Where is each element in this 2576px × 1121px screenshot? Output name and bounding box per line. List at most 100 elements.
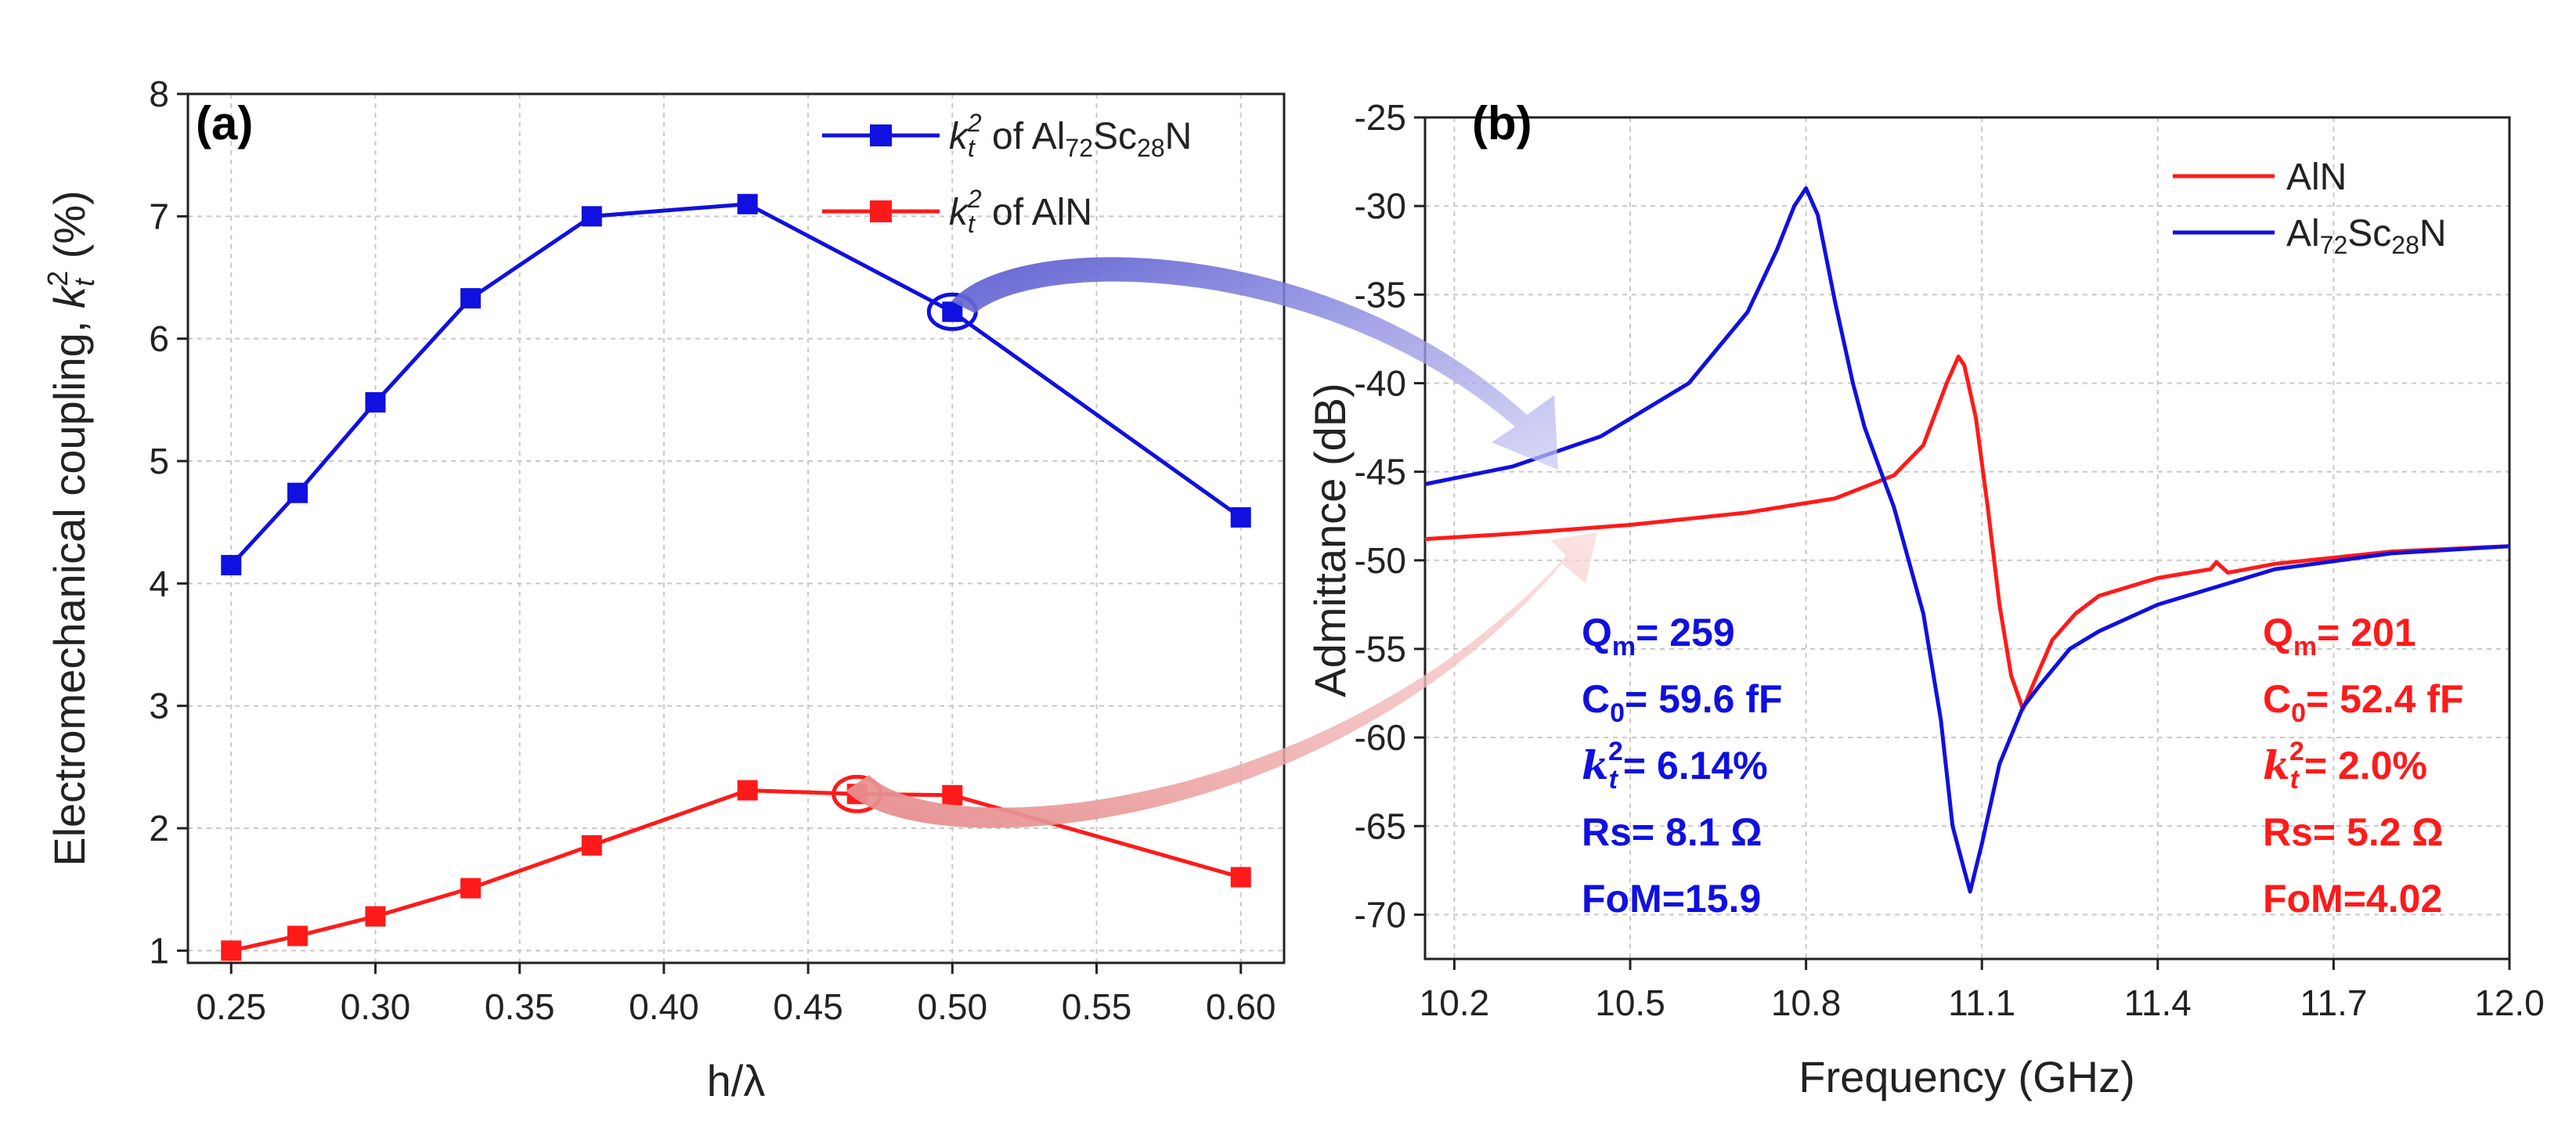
chart-b: 10.2 10.5 10.8 11.1 11.4 11.7 12.0 -25 -30 -35 -4…	[1305, 97, 2545, 1101]
anno-red-c0-val: = 52.4 fF	[2306, 677, 2464, 721]
anno-blue-c0-c: C	[1582, 677, 1610, 721]
arrow-aln-connector	[846, 532, 1597, 828]
chart-a-y-ticks: 1 2 3 4 5 6 7 8	[149, 74, 188, 971]
chart-b-ytick-label-2: -35	[1355, 274, 1406, 315]
legend-b-alscn-text: Al	[2286, 213, 2320, 254]
legend-alscn-text: of Al	[982, 116, 1066, 157]
legend-aln-sub: t	[968, 210, 976, 238]
legend-alscn-sc: Sc	[1093, 116, 1137, 157]
chart-a-legend: kt2 of Al72Sc28N kt2 of AlN	[822, 109, 1192, 238]
legend-marker-alscn	[870, 124, 892, 146]
chart-b-series-line-1	[1424, 186, 2510, 894]
chart-a-series-line-0	[229, 202, 1243, 567]
annotation-alscn: Qm= 259 C0= 59.6 fF kt2= 6.14% Rs= 8.1 Ω…	[1582, 611, 1783, 921]
chart-a-xtick-label-2: 0.35	[485, 986, 555, 1027]
legend-label-b-alscn: Al72Sc28N	[2286, 213, 2447, 259]
chart-b-ytick-label-4: -45	[1355, 452, 1406, 492]
chart-b-ytick-label-8: -65	[1355, 806, 1406, 846]
chart-a-xtick-label-7: 0.60	[1206, 986, 1276, 1027]
legend-item-alscn: kt2 of Al72Sc28N	[822, 109, 1192, 162]
anno-blue-k-sup: 2	[1608, 737, 1623, 766]
chart-b-xtick-label-3: 11.1	[1948, 982, 2015, 1023]
chart-a-y-label-sub: t	[68, 277, 100, 287]
chart-a-series-1-point-3	[460, 878, 482, 899]
anno-blue-qm-sub: m	[1612, 632, 1636, 661]
legend-b-alscn-n1: 72	[2320, 231, 2348, 259]
anno-blue-k: k	[1582, 742, 1609, 788]
chart-b-y-label: Admittance (dB)	[1305, 383, 1355, 697]
chart-a-series-1-point-0	[221, 940, 242, 961]
chart-a-series-0-point-5	[737, 193, 758, 214]
legend-b-alscn-sc: Sc	[2347, 213, 2391, 254]
chart-b-xtick-label-0: 10.2	[1420, 982, 1490, 1023]
chart-a-y-label-k: k	[45, 284, 94, 308]
legend-b-alscn-end: N	[2419, 213, 2447, 254]
anno-red-k: k	[2263, 742, 2290, 788]
chart-a-xtick-label-6: 0.55	[1062, 986, 1132, 1027]
chart-a-ytick-label-4: 5	[149, 441, 169, 481]
legend-alscn-sup: 2	[967, 109, 982, 137]
chart-b-ytick-label-0: -25	[1355, 97, 1406, 138]
chart-b-x-ticks: 10.2 10.5 10.8 11.1 11.4 11.7 12.0	[1420, 959, 2545, 1023]
chart-b-xtick-label-6: 12.0	[2474, 982, 2545, 1023]
chart-a-ytick-label-6: 7	[149, 196, 169, 236]
chart-a-series-1-point-8	[1230, 867, 1251, 888]
chart-b-ytick-label-6: -55	[1355, 629, 1406, 669]
chart-b-xtick-label-1: 10.5	[1595, 982, 1665, 1023]
connector-arrows	[846, 257, 1597, 828]
anno-red-qm-sub: m	[2293, 632, 2317, 661]
chart-a-series-1-point-7	[942, 784, 963, 806]
panel-label-b: (b)	[1472, 97, 1532, 150]
chart-a-series-0-point-1	[287, 482, 308, 503]
annotation-alscn-qm: Qm= 259	[1582, 611, 1735, 661]
chart-a-y-label-unit: (%)	[45, 190, 94, 271]
chart-b-x-label: Frequency (GHz)	[1799, 1052, 2134, 1101]
legend-alscn-n2: 28	[1137, 134, 1165, 162]
anno-blue-c0-val: = 59.6 fF	[1625, 677, 1783, 721]
chart-a-xtick-label-1: 0.30	[341, 986, 411, 1027]
legend-item-b-aln: AlN	[2173, 157, 2347, 198]
annotation-aln: Qm= 201 C0= 52.4 fF kt2= 2.0% Rs= 5.2 Ω …	[2263, 611, 2464, 921]
legend-label-b-aln: AlN	[2286, 157, 2347, 198]
chart-b-ytick-label-9: -70	[1355, 894, 1406, 935]
annotation-alscn-rs: Rs= 8.1 Ω	[1582, 810, 1762, 854]
chart-b-series-line-0	[1424, 355, 2510, 712]
chart-a-series-0-point-4	[581, 206, 602, 227]
chart-a-xtick-label-4: 0.45	[773, 986, 843, 1027]
chart-b-xtick-label-2: 10.8	[1771, 982, 1842, 1023]
chart-b-ytick-label-1: -30	[1355, 186, 1406, 226]
chart-a-series-0-point-0	[221, 554, 242, 575]
anno-red-c0-sub: 0	[2291, 698, 2306, 728]
anno-red-k-val: = 2.0%	[2304, 744, 2427, 788]
chart-a-ytick-label-3: 4	[149, 563, 169, 604]
annotation-alscn-fom: FoM=15.9	[1582, 877, 1761, 921]
chart-b-xtick-label-5: 11.7	[2300, 982, 2367, 1023]
anno-red-k-sup: 2	[2289, 737, 2304, 766]
annotation-aln-kt2: kt2= 2.0%	[2263, 737, 2427, 795]
annotation-alscn-kt2: kt2= 6.14%	[1582, 737, 1768, 795]
chart-a-xtick-label-3: 0.40	[629, 986, 699, 1027]
annotation-aln-c0: C0= 52.4 fF	[2263, 677, 2464, 728]
chart-b-ytick-label-5: -50	[1355, 540, 1406, 581]
anno-red-qm-q: Q	[2263, 611, 2293, 654]
annotation-aln-qm: Qm= 201	[2263, 611, 2416, 661]
annotation-aln-rs: Rs= 5.2 Ω	[2263, 810, 2444, 854]
chart-a-series-1-point-2	[365, 906, 386, 927]
legend-aln-k: k	[949, 192, 970, 233]
chart-a-y-label: Electromechanical coupling, kt2 (%)	[41, 190, 100, 867]
annotation-aln-fom: FoM=4.02	[2263, 877, 2442, 921]
chart-a-series-1-point-4	[581, 834, 602, 856]
arrow-alscn-connector	[951, 257, 1558, 470]
chart-a-x-label: h/λ	[707, 1056, 766, 1105]
anno-blue-qm-q: Q	[1582, 611, 1612, 654]
legend-b-alscn-n2: 28	[2391, 231, 2419, 259]
legend-item-b-alscn: Al72Sc28N	[2173, 213, 2447, 259]
panel-label-a: (a)	[196, 97, 253, 150]
legend-alscn-end: N	[1165, 116, 1192, 157]
chart-a-series	[221, 193, 1251, 961]
annotation-alscn-c0: C0= 59.6 fF	[1582, 677, 1783, 728]
chart-b-series	[1424, 186, 2510, 894]
chart-a-series-1-point-1	[287, 925, 308, 946]
legend-label-aln: kt2 of AlN	[949, 185, 1092, 238]
